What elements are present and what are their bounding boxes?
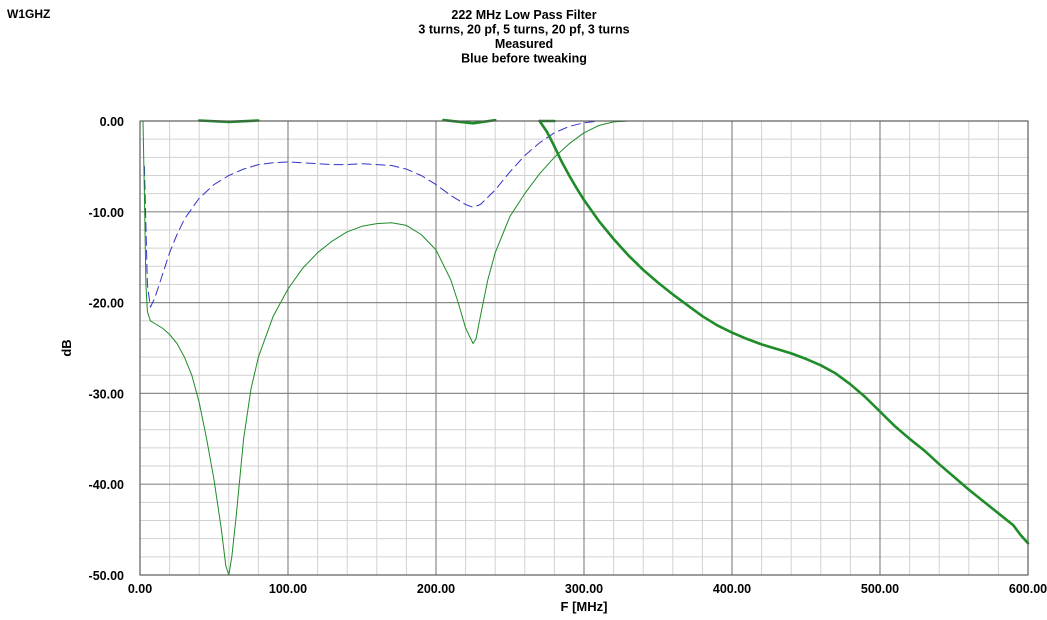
series-line-green-s11	[142, 120, 629, 576]
x-tick-label: 200.00	[417, 582, 455, 596]
y-tick-label: -20.00	[89, 297, 124, 311]
x-tick-label: 400.00	[713, 582, 751, 596]
plot-frame	[139, 120, 1029, 576]
callsign-label: W1GHZ	[7, 7, 51, 21]
x-tick-label: 100.00	[269, 582, 307, 596]
chart-title-line: Blue before tweaking	[461, 52, 587, 66]
series-lines	[142, 118, 1030, 576]
chart-title-line: 222 MHz Low Pass Filter	[451, 8, 596, 22]
chart-title-line: Measured	[495, 37, 553, 51]
series-line-blue-before	[143, 120, 748, 308]
y-axis-tick-labels: 0.00 -10.00 -20.00 -30.00 -40.00 -50.00	[89, 115, 124, 583]
y-tick-label: 0.00	[100, 115, 124, 129]
x-tick-label: 500.00	[861, 582, 899, 596]
y-tick-label: -10.00	[89, 206, 124, 220]
x-tick-label: 600.00	[1009, 582, 1047, 596]
chart-title-line: 3 turns, 20 pf, 5 turns, 20 pf, 3 turns	[418, 23, 629, 37]
y-tick-label: -50.00	[89, 569, 124, 583]
y-tick-label: -40.00	[89, 478, 124, 492]
major-grid	[139, 120, 1029, 576]
x-tick-label: 0.00	[128, 582, 152, 596]
series-line-green-s21	[538, 119, 1030, 545]
x-axis-tick-labels: 0.00 100.00 200.00 300.00 400.00 500.00 600.00	[128, 582, 1047, 596]
y-axis-label: dB	[59, 339, 74, 356]
y-tick-label: -30.00	[89, 387, 124, 401]
x-tick-label: 300.00	[565, 582, 603, 596]
x-axis-label: F [MHz]	[561, 599, 608, 614]
